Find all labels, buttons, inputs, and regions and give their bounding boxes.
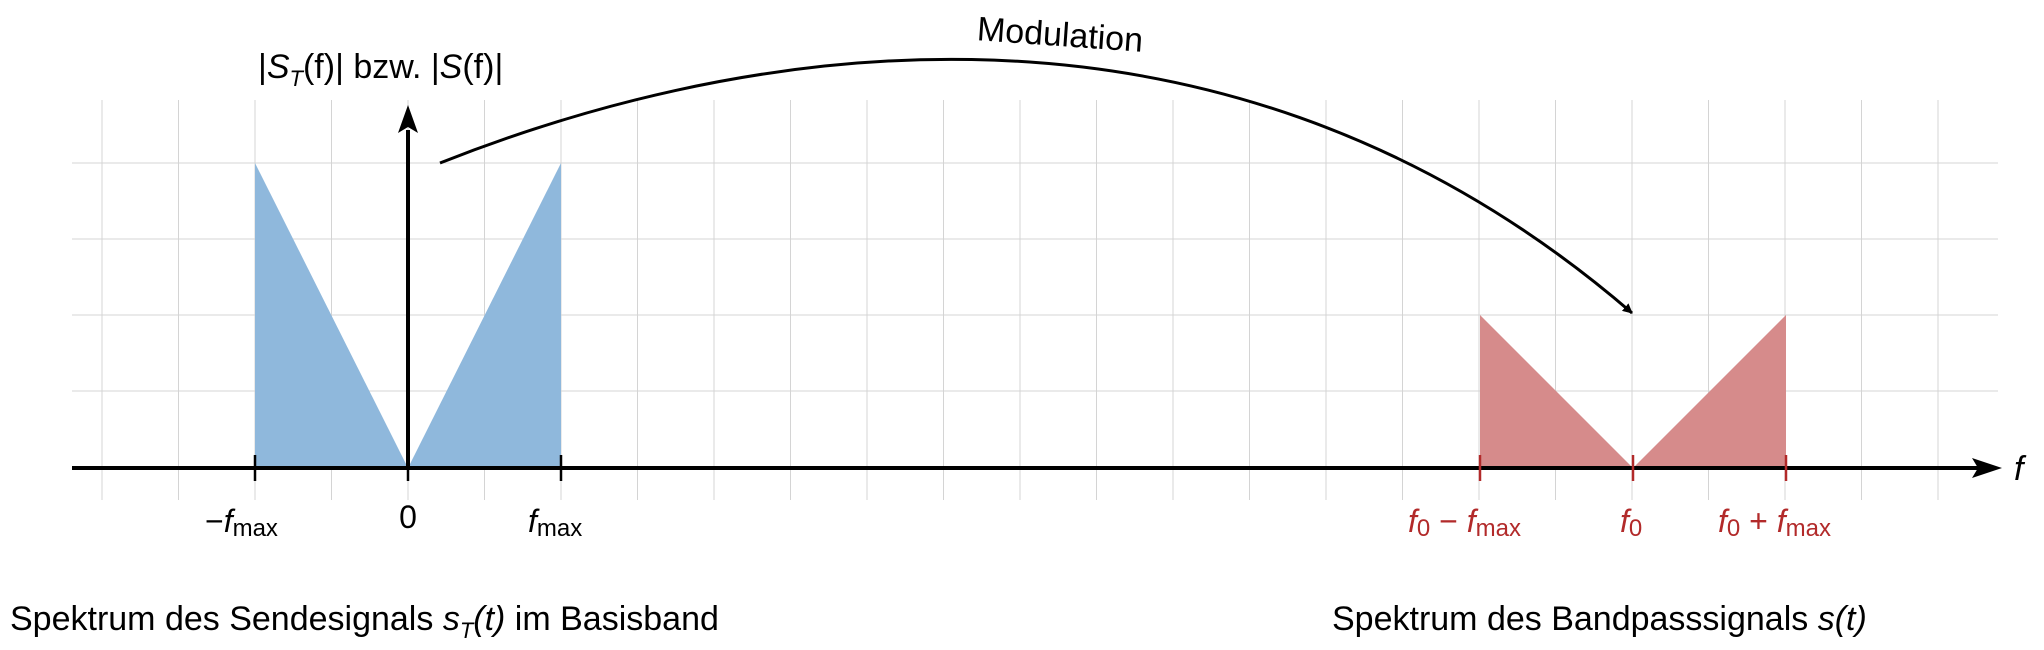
tick-label-neg-fmax: −fmax: [205, 503, 278, 542]
tick-label-f0-plus-fmax: f0 + fmax: [1718, 503, 1831, 542]
y-axis-label: |ST(f)| bzw. |S(f)|: [258, 48, 503, 91]
baseband-spectrum-left: [255, 163, 408, 468]
baseband-caption: Spektrum des Sendesignals sT(t) im Basis…: [10, 600, 719, 643]
tick-label-pos-fmax: fmax: [528, 503, 582, 542]
modulation-label: Modulation: [976, 10, 1145, 60]
x-axis-label: f: [2014, 450, 2027, 488]
bandpass-spectrum-left: [1480, 315, 1633, 468]
x-axis-arrowhead: [1972, 458, 2002, 478]
tick-label-zero: 0: [399, 499, 417, 535]
bandpass-caption: Spektrum des Bandpasssignals s(t): [1332, 600, 1867, 638]
bandpass-spectrum-right: [1633, 315, 1786, 468]
y-axis-arrowhead: [398, 105, 418, 133]
tick-label-f0-minus-fmax: f0 − fmax: [1408, 503, 1521, 542]
modulation-arrow: [439, 57, 1633, 315]
baseband-spectrum-right: [408, 163, 561, 468]
tick-label-f0: f0: [1620, 503, 1642, 542]
